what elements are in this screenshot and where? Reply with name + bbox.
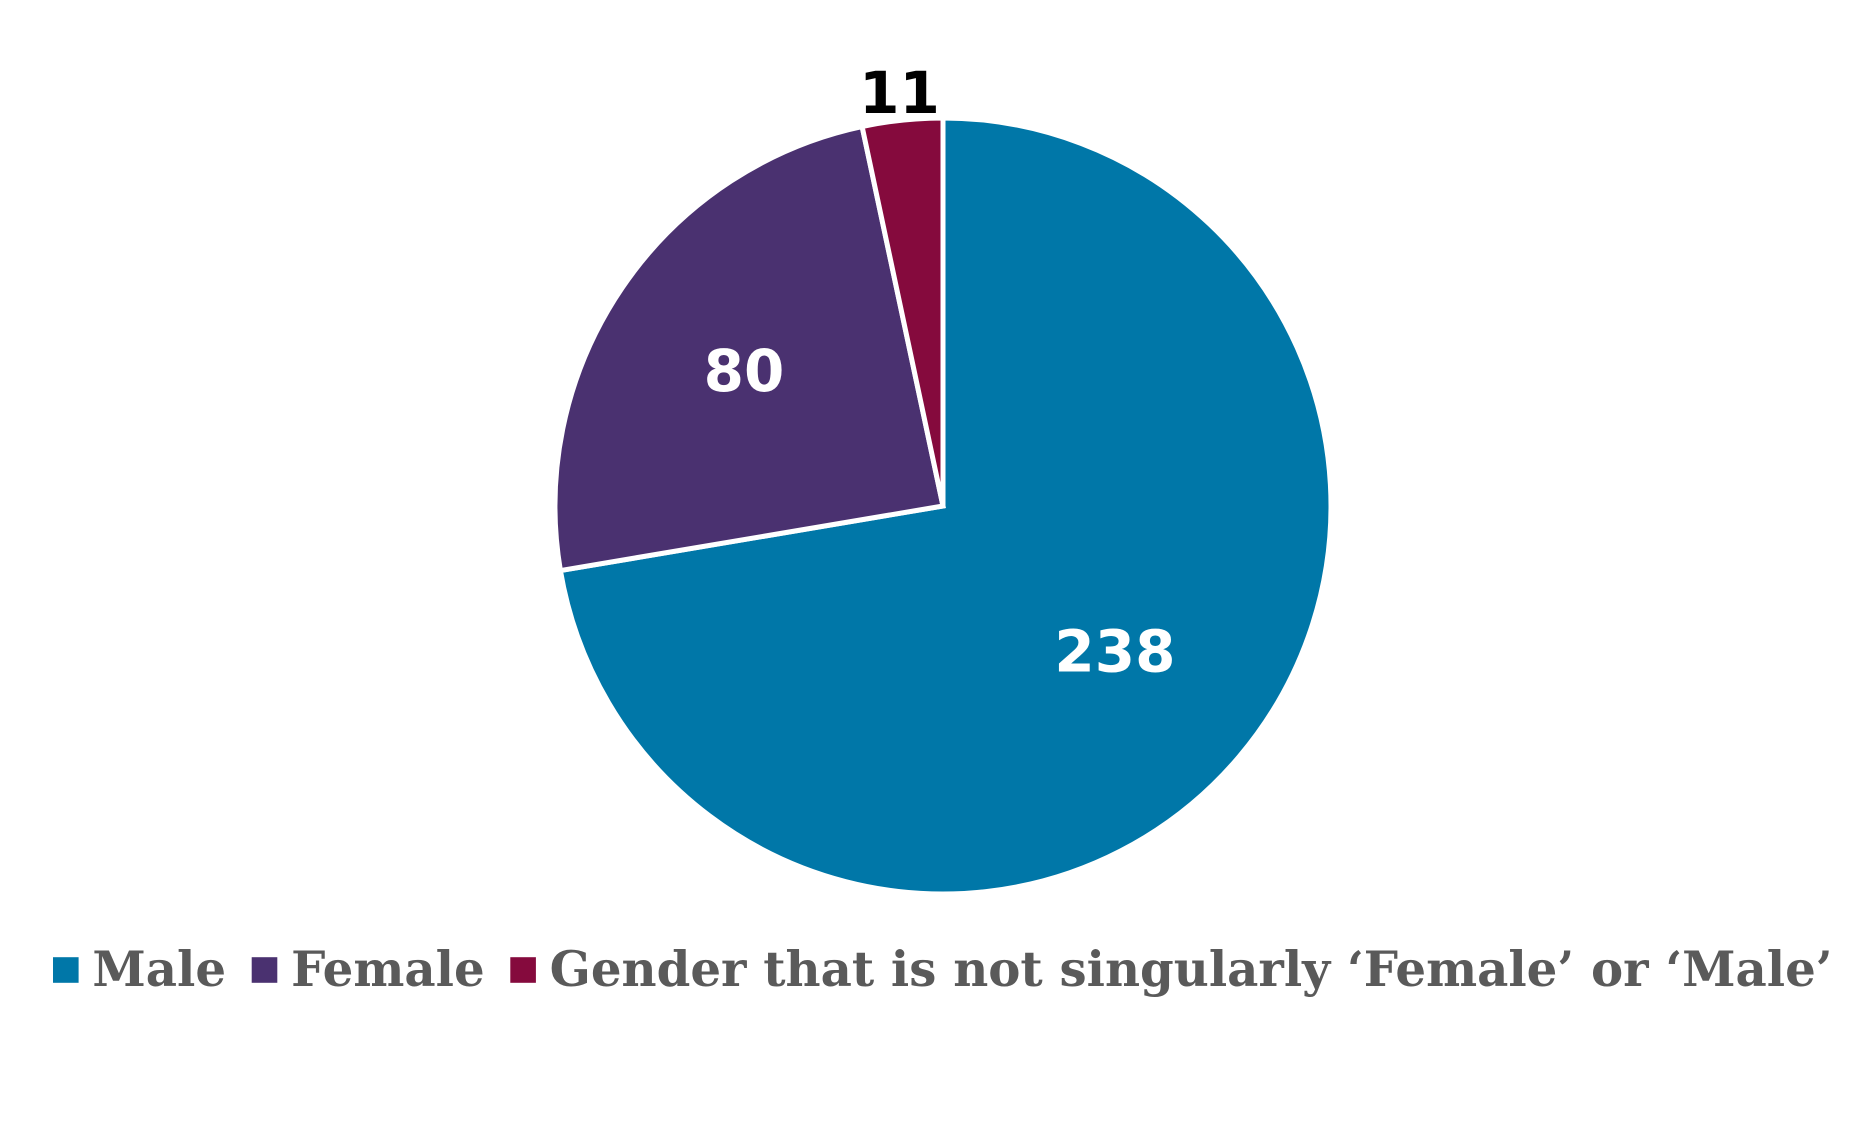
- legend-label: Female: [291, 942, 485, 998]
- legend-item-1: Male: [53, 942, 226, 998]
- legend-label: Gender that is not singularly ‘Female’ o…: [550, 942, 1833, 998]
- legend-item-3: Gender that is not singularly ‘Female’ o…: [510, 942, 1833, 998]
- pie-slices: [552, 115, 1334, 897]
- legend-swatch: [251, 957, 278, 983]
- pie-slice-male: [557, 115, 1334, 897]
- legend-swatch: [53, 957, 79, 983]
- pie-slice-gender-that-is: [859, 115, 946, 507]
- data-label-3: 11: [859, 59, 940, 127]
- legend: Male Female Gender that is not singularly …: [53, 942, 1833, 998]
- data-label-2: 80: [704, 337, 785, 405]
- legend-item-2: Female: [251, 942, 485, 998]
- legend-swatch: [510, 957, 536, 983]
- data-label-1: 238: [1054, 617, 1175, 685]
- pie-slice-female: [552, 123, 946, 574]
- pie-data-labels: 238 80 11: [704, 59, 1176, 685]
- legend-label: Male: [92, 942, 226, 998]
